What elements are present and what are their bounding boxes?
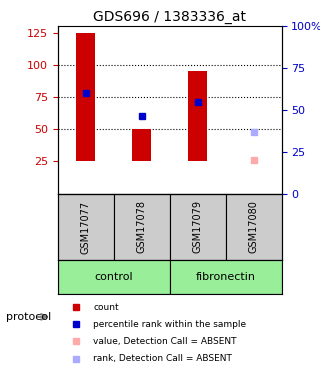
- FancyBboxPatch shape: [170, 261, 282, 294]
- Text: rank, Detection Call = ABSENT: rank, Detection Call = ABSENT: [93, 354, 232, 363]
- FancyBboxPatch shape: [58, 261, 170, 294]
- Text: value, Detection Call = ABSENT: value, Detection Call = ABSENT: [93, 337, 237, 346]
- Text: fibronectin: fibronectin: [196, 272, 256, 282]
- FancyBboxPatch shape: [226, 194, 282, 261]
- Text: percentile rank within the sample: percentile rank within the sample: [93, 320, 247, 329]
- Text: GSM17080: GSM17080: [249, 201, 259, 254]
- Text: GSM17077: GSM17077: [81, 200, 91, 254]
- Text: GSM17078: GSM17078: [137, 201, 147, 254]
- FancyBboxPatch shape: [58, 194, 114, 261]
- Text: count: count: [93, 303, 119, 312]
- Title: GDS696 / 1383336_at: GDS696 / 1383336_at: [93, 10, 246, 24]
- Text: control: control: [94, 272, 133, 282]
- FancyBboxPatch shape: [114, 194, 170, 261]
- Text: GSM17079: GSM17079: [193, 201, 203, 254]
- Bar: [76, 33, 95, 161]
- Bar: [132, 129, 151, 161]
- Text: protocol: protocol: [6, 312, 52, 322]
- Bar: [188, 71, 207, 161]
- FancyBboxPatch shape: [170, 194, 226, 261]
